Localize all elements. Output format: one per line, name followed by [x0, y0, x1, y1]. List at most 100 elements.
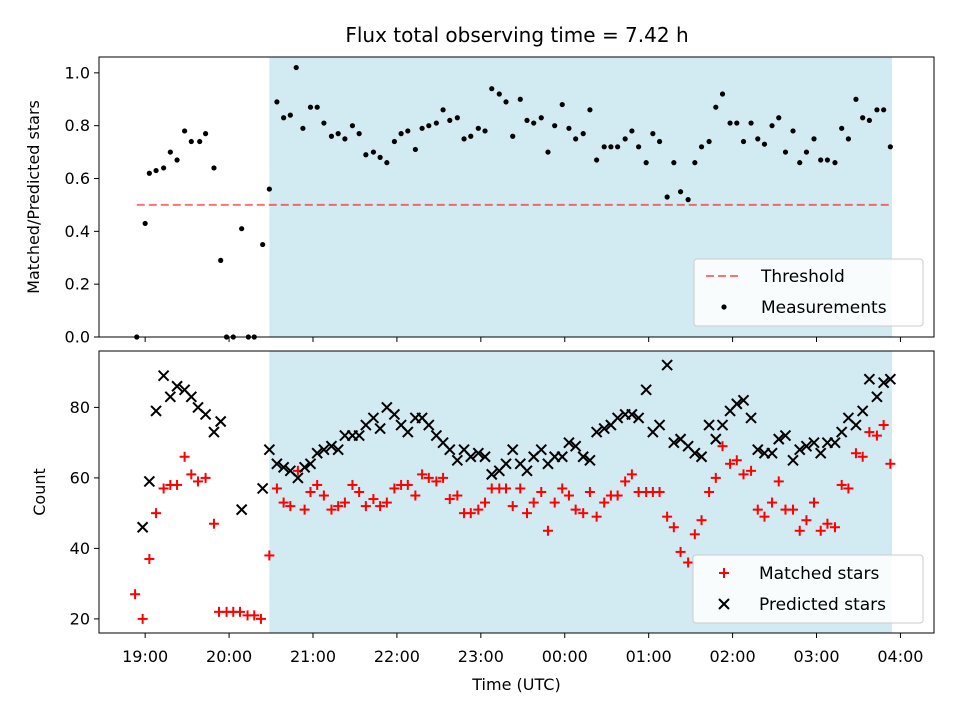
x-b [388, 408, 401, 421]
matched-star-point [822, 518, 833, 529]
bottom-x-axis: 19:00 20:00 21:00 22:00 23:00 00:00 01:00 02:00… [122, 633, 923, 666]
predicted-star-point [185, 391, 198, 403]
x-b [332, 443, 344, 456]
matched-star-point [717, 441, 728, 452]
x-b [856, 405, 869, 417]
matched-star-point [473, 504, 484, 515]
measurement-point [811, 136, 817, 142]
measurement-point [866, 117, 872, 123]
matched-star-point [668, 522, 679, 533]
x-tick-label: 04:00 [877, 647, 923, 666]
y-tick-label: 1.0 [65, 63, 90, 82]
x-b [689, 447, 701, 459]
matched-star-point [731, 455, 742, 466]
matched-star-point [794, 525, 805, 536]
measurement-point [314, 104, 320, 110]
measurement-point [790, 128, 796, 134]
measurement-point [287, 112, 293, 118]
matched-star-point [528, 497, 539, 508]
matched-star-point [389, 483, 400, 494]
y-tick-label: 0.4 [65, 222, 90, 241]
measurement-point [489, 86, 495, 92]
matched-star-point [549, 497, 560, 508]
x-tick-label: 02:00 [710, 647, 756, 666]
legend-measurement-label: Measurements [761, 298, 887, 318]
matched-star-point [339, 497, 350, 508]
predicted-star-point [199, 408, 212, 421]
predicted-star-point [507, 443, 519, 456]
predicted-star-point [773, 433, 785, 445]
y-tick-label: 40 [70, 539, 90, 558]
predicted-star-point [472, 447, 485, 459]
x-b [611, 412, 624, 424]
matched-star-point [557, 483, 568, 494]
x-b [731, 398, 743, 410]
y-tick-label: 0.0 [65, 328, 90, 347]
x-b [569, 440, 582, 452]
top-legend: Threshold Measurements [693, 258, 924, 327]
x-b [653, 419, 666, 431]
matched-star-point [465, 508, 476, 519]
x-b [661, 359, 673, 371]
predicted-star-point [787, 454, 799, 466]
predicted-star-point [808, 436, 820, 449]
predicted-star-point [877, 377, 890, 389]
measurement-point [531, 120, 537, 126]
predicted-star-point [590, 426, 603, 438]
x-b [737, 394, 750, 407]
predicted-star-point [451, 454, 464, 466]
measurement-point [328, 133, 335, 139]
measurement-point [356, 131, 362, 137]
x-b [416, 412, 428, 424]
matched-star-point [507, 501, 518, 512]
measurement-point [671, 160, 677, 166]
x-b [556, 451, 568, 463]
matched-star-point [836, 479, 847, 490]
x-b [367, 412, 380, 424]
measurement-point [587, 107, 593, 113]
matched-star-point [375, 501, 386, 512]
x-b [444, 443, 456, 456]
matched-star-point [381, 497, 392, 508]
measurement-point [538, 115, 544, 121]
x-b [185, 391, 198, 403]
predicted-star-point [423, 419, 435, 431]
matched-star-point [501, 483, 512, 494]
matched-star-point [158, 483, 169, 494]
predicted-star-point [367, 412, 380, 424]
x-b [192, 401, 204, 414]
matched-star-point [570, 504, 581, 515]
x-b [178, 384, 191, 396]
matched-star-point [563, 490, 574, 501]
matched-star-point [878, 420, 889, 431]
measurement-point [761, 141, 768, 147]
predicted-star-point [235, 503, 248, 516]
measurement-point [461, 136, 467, 142]
x-tick-label: 23:00 [458, 647, 504, 666]
matched-star-point [626, 469, 637, 480]
x-b [842, 412, 855, 424]
matched-star-point [689, 529, 700, 540]
measurement-point [167, 149, 173, 155]
matched-star-point [431, 476, 442, 487]
x-b [472, 447, 485, 459]
x-b [298, 461, 311, 474]
matched-star-point [299, 504, 310, 515]
measurement-point [706, 138, 712, 145]
x-b [263, 443, 276, 456]
matched-star-point [144, 553, 155, 564]
bottom-panel: 20 40 60 80 19:00 20:00 21:00 22:00 23:00 00:00 0… [30, 350, 935, 694]
matched-star-point [759, 511, 770, 522]
predicted-star-point [271, 458, 283, 470]
measurement-point [887, 144, 893, 150]
x-b [535, 443, 547, 456]
y-tick-label: 0.2 [65, 275, 90, 294]
x-tick-label: 19:00 [122, 647, 168, 666]
predicted-star-point [521, 465, 533, 477]
predicted-star-point [703, 419, 715, 431]
measurement-point [608, 144, 614, 150]
x-b [164, 391, 177, 403]
predicted-star-point [298, 461, 311, 474]
matched-star-point [137, 613, 148, 624]
